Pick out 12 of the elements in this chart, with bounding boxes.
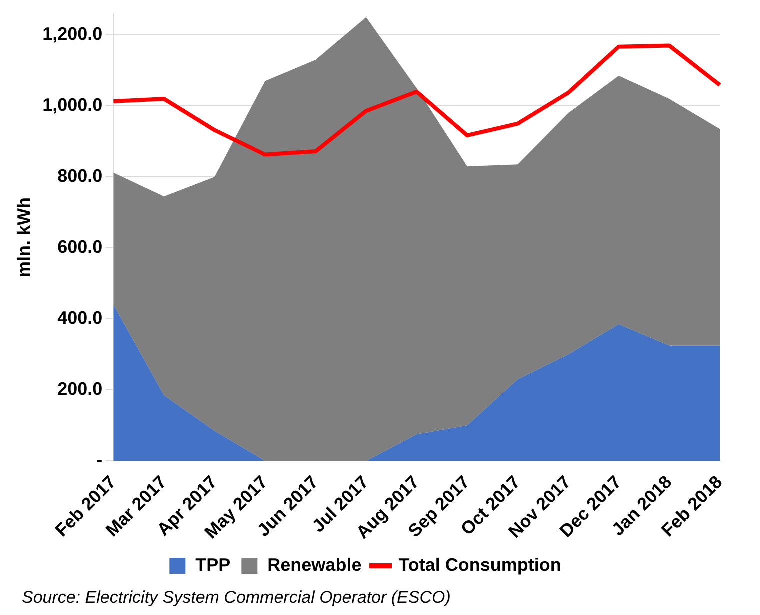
- y-tick-label: 800.0: [58, 166, 103, 186]
- y-tick-label: 1,200.0: [42, 24, 103, 44]
- legend-label: TPP: [196, 554, 231, 575]
- y-tick-label: 200.0: [58, 379, 103, 400]
- y-tick-label: 1,000.0: [42, 95, 103, 116]
- legend-label: Renewable: [268, 554, 362, 575]
- y-axis-title: mln. kWh: [14, 197, 34, 278]
- legend-label: Total Consumption: [398, 554, 562, 575]
- y-tick-label: 600.0: [58, 237, 103, 258]
- y-tick-label: -: [96, 450, 103, 470]
- source-note: Source: Electricity System Commercial Operator (ESCO): [22, 588, 451, 608]
- y-tick-label: 400.0: [58, 308, 103, 328]
